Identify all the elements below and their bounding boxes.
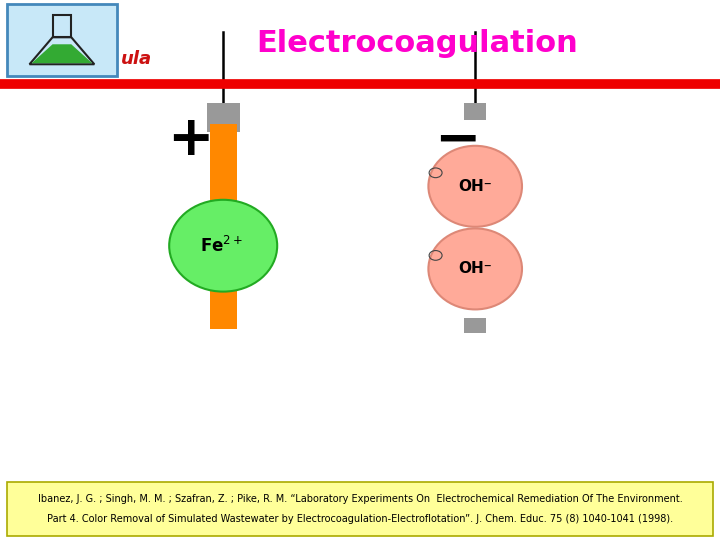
Bar xyxy=(464,103,486,120)
Text: Ibanez, J. G. ; Singh, M. M. ; Szafran, Z. ; Pike, R. M. “Laboratory Experiments: Ibanez, J. G. ; Singh, M. M. ; Szafran, … xyxy=(37,494,683,504)
Text: OH⁻: OH⁻ xyxy=(459,179,492,194)
Bar xyxy=(464,192,486,208)
Ellipse shape xyxy=(428,228,522,309)
Text: Fe$^{2+}$: Fe$^{2+}$ xyxy=(199,235,243,256)
Bar xyxy=(464,263,486,279)
Ellipse shape xyxy=(428,146,522,227)
FancyBboxPatch shape xyxy=(7,482,713,536)
Ellipse shape xyxy=(169,200,277,292)
Text: Electrocoagulation: Electrocoagulation xyxy=(257,29,578,58)
Bar xyxy=(207,103,240,132)
Text: +: + xyxy=(168,113,214,167)
Polygon shape xyxy=(32,44,92,63)
Text: OH⁻: OH⁻ xyxy=(459,261,492,276)
Text: −: − xyxy=(434,113,480,167)
Bar xyxy=(53,15,71,37)
Bar xyxy=(210,124,237,329)
Text: ula: ula xyxy=(121,50,152,68)
Text: Part 4. Color Removal of Simulated Wastewater by Electrocoagulation-Electroflota: Part 4. Color Removal of Simulated Waste… xyxy=(47,514,673,524)
FancyBboxPatch shape xyxy=(7,4,117,76)
Bar xyxy=(464,318,486,333)
